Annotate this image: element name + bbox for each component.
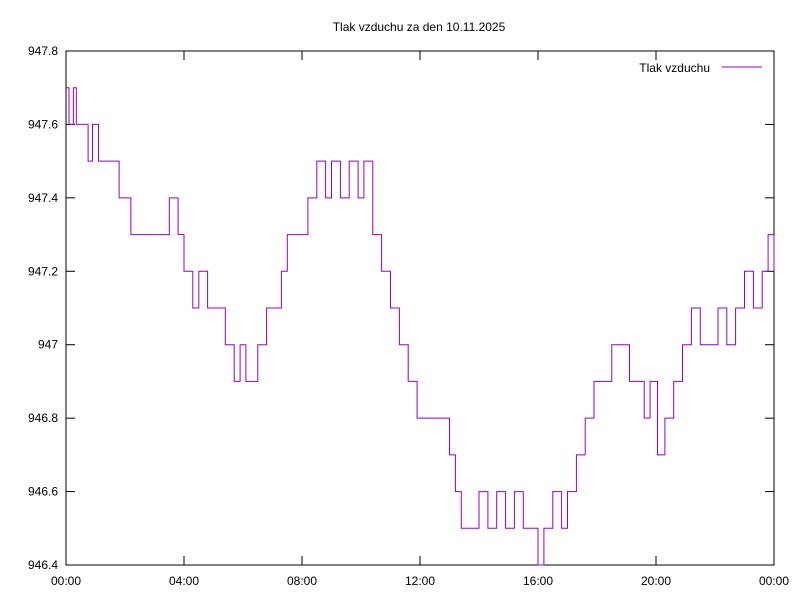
x-tick-label: 04:00 (169, 574, 199, 588)
x-tick-label: 12:00 (405, 574, 435, 588)
y-axis: 946.4 946.6 946.8 947 947.2 947.4 947.6 947.8 (28, 44, 774, 572)
x-axis: 00:00 04:00 08:00 12:00 16:00 20:00 00:00 (51, 51, 789, 588)
plot-frame (65, 50, 775, 566)
y-tick-label: 947.4 (28, 191, 58, 205)
chart-title: Tlak vzduchu za den 10.11.2025 (333, 20, 506, 34)
x-tick-label: 16:00 (523, 574, 553, 588)
y-tick-label: 946.8 (28, 411, 58, 425)
legend: Tlak vzduchu (639, 61, 762, 75)
legend-label: Tlak vzduchu (639, 61, 710, 75)
x-tick-label: 08:00 (287, 574, 317, 588)
y-tick-label: 946.6 (28, 485, 58, 499)
y-tick-label: 947.2 (28, 264, 58, 278)
series-line-tlak-vzduchu (66, 87, 775, 566)
x-tick-label: 20:00 (641, 574, 671, 588)
y-tick-label: 946.4 (28, 558, 58, 572)
x-tick-label: 00:00 (759, 574, 789, 588)
y-tick-label: 947.6 (28, 117, 58, 131)
y-tick-label: 947.8 (28, 44, 58, 58)
y-tick-label: 947 (38, 338, 58, 352)
x-tick-label: 00:00 (51, 574, 81, 588)
